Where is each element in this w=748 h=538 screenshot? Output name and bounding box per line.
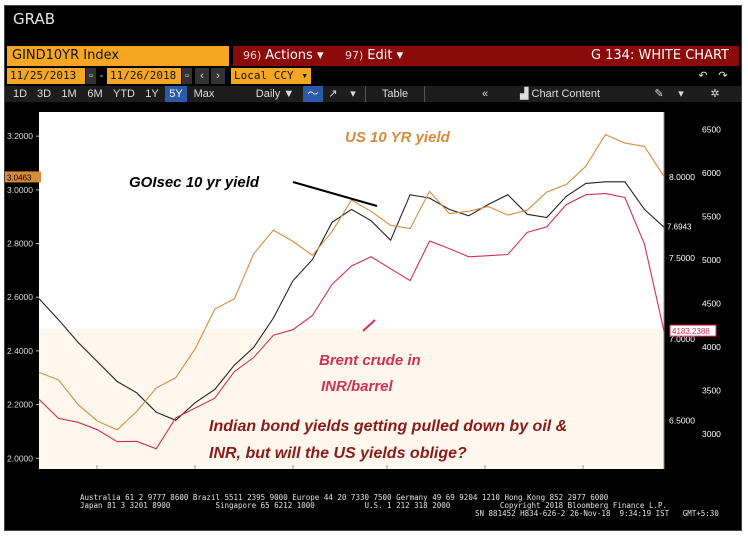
- plot-upper-band: [39, 112, 664, 329]
- chevron-down-icon: ▾: [301, 69, 308, 82]
- table-button[interactable]: Table: [365, 86, 425, 102]
- next-arrow-icon[interactable]: ›: [211, 68, 225, 84]
- period-toolbar: 1D 3D 1M 6M YTD 1Y 5Y Max Daily ▼ 〜 ↗ ▾ Table «…: [5, 86, 741, 102]
- goi-last-value: 7.6943: [667, 223, 692, 232]
- series-line: [38, 181, 665, 421]
- note-line-1: Indian bond yields getting pulled down b…: [209, 418, 567, 435]
- period-button-5y[interactable]: 5Y: [165, 86, 187, 102]
- left-axis-tick-label: 2.6000: [7, 292, 33, 302]
- series-line: [38, 133, 665, 431]
- brent-axis-tick-label: 3500: [702, 386, 721, 396]
- brent-axis-tick-label: 4500: [702, 299, 721, 309]
- start-date-field[interactable]: 11/25/2013: [7, 68, 85, 84]
- currency-select[interactable]: Local CCY ▾: [231, 68, 311, 84]
- chart-content-label: Chart Content: [531, 88, 600, 100]
- actions-menu[interactable]: 96) Actions ▾: [239, 46, 327, 66]
- brent-arrow: [362, 319, 376, 332]
- dash-separator: -: [97, 68, 106, 84]
- frequency-select[interactable]: Daily ▼: [250, 86, 300, 102]
- us-annotation: US 10 YR yield: [345, 129, 451, 146]
- chart-svg: 3.2000 3.0000 2.8000 2.6000 2.4000 2.2000 2.00…: [5, 112, 721, 492]
- note-line-2: INR, but will the US yields oblige?: [209, 445, 467, 462]
- ticker-field[interactable]: GIND10YR Index: [7, 46, 229, 66]
- goi-annotation: GOIsec 10 yr yield: [129, 174, 260, 191]
- edit-number: 97): [345, 49, 364, 62]
- redo-icon[interactable]: ↷: [715, 68, 731, 84]
- end-date-field[interactable]: 11/26/2018: [107, 68, 181, 84]
- brent-axis-tick-label: 6500: [702, 124, 721, 134]
- chart-name: G 134: WHITE CHART: [590, 48, 729, 63]
- gear-icon[interactable]: ✲: [710, 88, 720, 100]
- footer-info: Australia 61 2 9777 8600 Brazil 5511 239…: [5, 487, 741, 530]
- brent-last-value: 4183.2388: [672, 327, 710, 336]
- zoom-icon[interactable]: ↗: [328, 88, 338, 100]
- prev-arrow-icon[interactable]: ‹: [195, 68, 209, 84]
- period-button-1m[interactable]: 1M: [61, 88, 77, 100]
- brent-annotation-line-1: Brent crude in: [319, 352, 421, 369]
- left-axis-tick-label: 3.0000: [7, 185, 33, 195]
- actions-number: 96): [243, 49, 262, 62]
- chevron-down-icon[interactable]: ▾: [350, 88, 356, 100]
- left-axis-tick-label: 2.0000: [7, 453, 33, 463]
- chevron-down-icon: ▾: [316, 48, 324, 63]
- chevron-down-icon[interactable]: ▾: [678, 88, 684, 100]
- rate-axis-tick-label: 6.5000: [669, 415, 695, 425]
- left-axis-tick-label: 2.4000: [7, 346, 33, 356]
- left-axis-tick-label: 3.2000: [7, 131, 33, 141]
- goi-last-value-bg: [665, 220, 701, 232]
- brent-axis-tick-label: 5500: [702, 211, 721, 221]
- edit-label: Edit: [367, 48, 393, 63]
- action-bar: 96) Actions ▾ 97) Edit ▾ G 134: WHITE CHAR…: [233, 46, 739, 66]
- chart-content-button[interactable]: ▟ Chart Content: [505, 86, 615, 102]
- currency-label: Local CCY: [234, 69, 294, 82]
- us-last-value-bg: [5, 171, 41, 183]
- period-button-1y[interactable]: 1Y: [145, 88, 159, 100]
- edit-menu[interactable]: 97) Edit ▾: [341, 46, 407, 66]
- undo-icon[interactable]: ↶: [695, 68, 711, 84]
- rate-axis-tick-label: 7.5000: [669, 253, 695, 263]
- us-last-value: 3.0463: [7, 173, 32, 182]
- line-chart-icon[interactable]: 〜: [303, 86, 323, 102]
- period-button-ytd[interactable]: YTD: [113, 88, 135, 100]
- period-button-6m[interactable]: 6M: [87, 88, 103, 100]
- brent-axis-tick-label: 3000: [702, 429, 721, 439]
- left-axis-tick-label: 2.8000: [7, 239, 33, 249]
- brent-axis-tick-label: 4000: [702, 342, 721, 352]
- left-axis-tick-label: 2.2000: [7, 400, 33, 410]
- period-button-1d[interactable]: 1D: [12, 88, 28, 100]
- calendar-icon[interactable]: ▫: [182, 68, 192, 84]
- series-line: [38, 193, 665, 450]
- chevron-down-icon: ▼: [283, 88, 295, 100]
- goi-arrow: [292, 181, 378, 207]
- brent-annotation-line-2: INR/barrel: [321, 378, 394, 395]
- period-button-3d[interactable]: 3D: [36, 88, 52, 100]
- chart-area: 3.2000 3.0000 2.8000 2.6000 2.4000 2.2000 2.00…: [5, 102, 741, 492]
- chevron-down-icon: ▾: [396, 48, 404, 63]
- brent-axis-tick-label: 5000: [702, 255, 721, 265]
- security-toolbar: GIND10YR Index 96) Actions ▾ 97) Edit ▾ G …: [5, 46, 741, 66]
- footer-line-2: Japan 81 3 3201 8900 Singapore 65 6212 1…: [80, 501, 667, 510]
- footer-line-3: SN 881452 H834-626-2 26-Nov-18 9:34:19 I…: [475, 509, 719, 518]
- footer-line-1: Australia 61 2 9777 8600 Brazil 5511 239…: [80, 493, 609, 502]
- rate-axis-tick-label: 8.0000: [669, 172, 695, 182]
- rate-axis-tick-label: 7.0000: [669, 334, 695, 344]
- frequency-label: Daily: [255, 88, 281, 100]
- edit-pencil-icon[interactable]: ✎: [654, 88, 664, 100]
- brent-last-value-bg: [669, 324, 717, 337]
- window-title: GRAB: [5, 6, 741, 44]
- chart-icon: ▟: [519, 88, 529, 100]
- period-button-max[interactable]: Max: [193, 88, 215, 100]
- date-toolbar: 11/25/2013 ▫ - 11/26/2018 ▫ ‹ › Local CC…: [5, 68, 741, 85]
- collapse-icon[interactable]: «: [481, 88, 489, 100]
- actions-label: Actions: [265, 48, 313, 63]
- brent-axis-tick-label: 6000: [702, 168, 721, 178]
- calendar-icon[interactable]: ▫: [86, 68, 96, 84]
- terminal-window: GRAB GIND10YR Index 96) Actions ▾ 97) Edit…: [4, 5, 742, 531]
